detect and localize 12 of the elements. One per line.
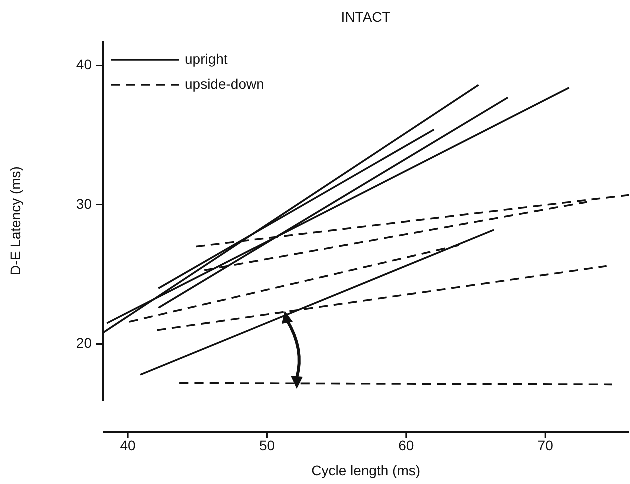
x-tick-label: 60	[398, 437, 414, 454]
y-axis-title: D-E Latency (ms)	[7, 166, 24, 276]
legend-label: upright	[185, 50, 228, 67]
x-axis-title: Cycle length (ms)	[312, 462, 421, 478]
y-tick-label: 20	[76, 335, 92, 352]
chart-title: INTACT	[341, 8, 392, 25]
y-tick-label: 30	[76, 196, 92, 212]
x-tick-label: 70	[538, 437, 554, 454]
legend-label: upside-down	[185, 76, 264, 92]
x-tick-label: 40	[120, 437, 136, 454]
x-tick-label: 50	[259, 437, 276, 454]
y-tick-label: 40	[76, 56, 92, 73]
